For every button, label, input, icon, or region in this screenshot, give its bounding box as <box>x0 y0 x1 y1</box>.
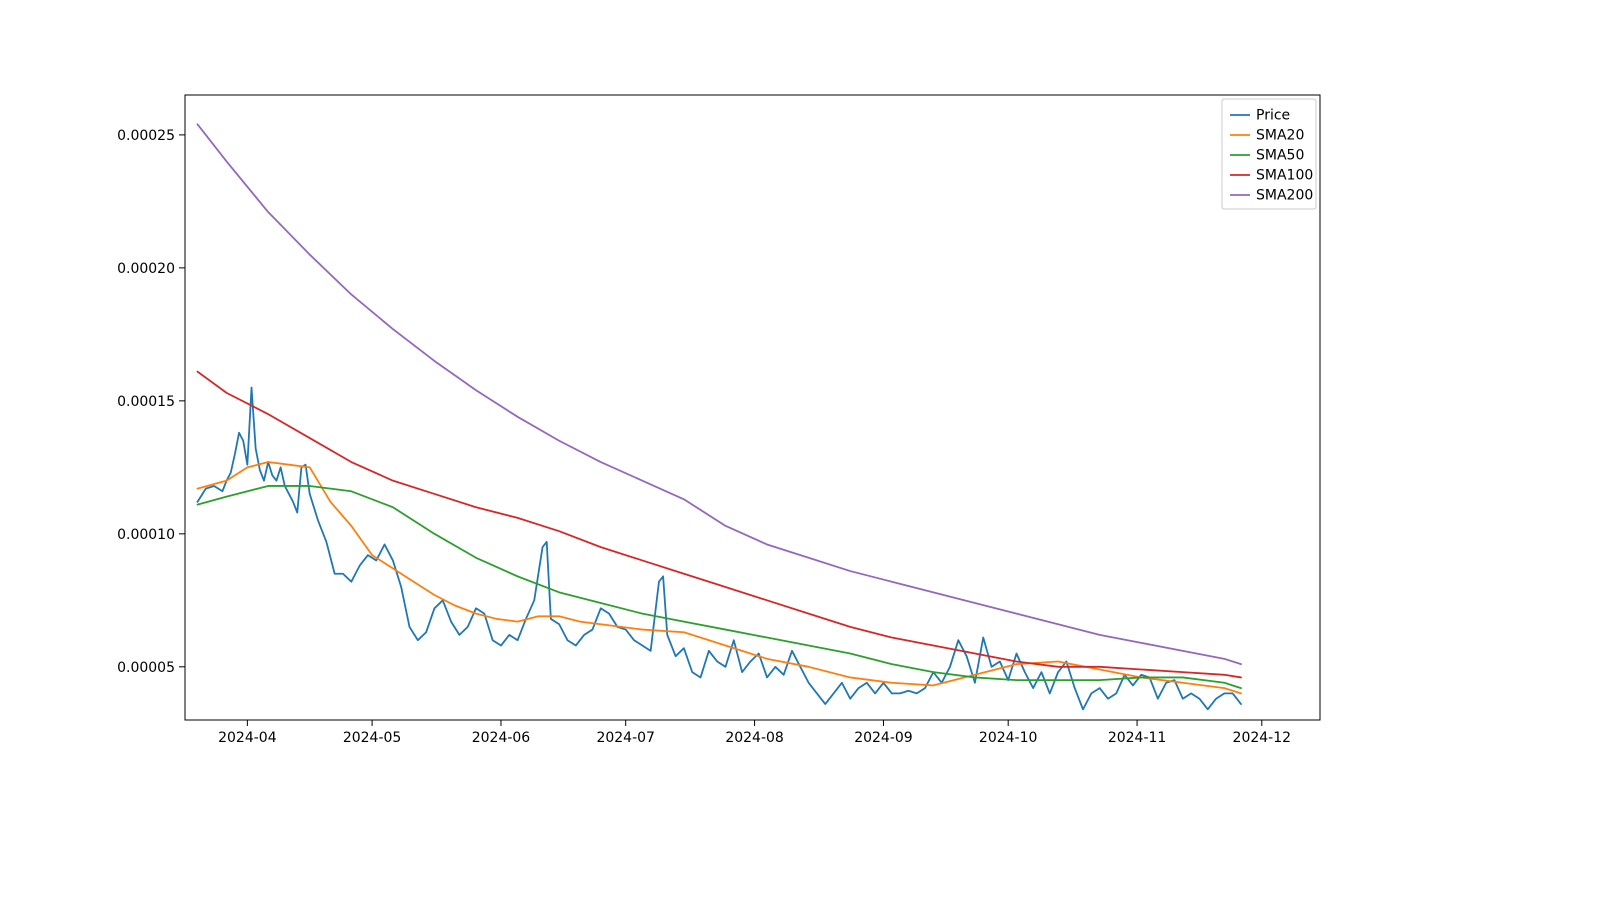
x-tick-label: 2024-04 <box>218 730 277 746</box>
legend-label: SMA200 <box>1256 188 1313 204</box>
x-tick-label: 2024-12 <box>1233 730 1292 746</box>
x-tick-label: 2024-09 <box>854 730 913 746</box>
x-tick-label: 2024-07 <box>596 730 655 746</box>
x-tick-label: 2024-10 <box>979 730 1038 746</box>
y-tick-label: 0.00010 <box>117 527 175 543</box>
legend: Price SMA20 SMA50 SMA100 SMA200 <box>1222 99 1316 209</box>
y-tick-label: 0.00020 <box>117 261 175 277</box>
legend-label: Price <box>1256 108 1290 124</box>
legend-label: SMA20 <box>1256 128 1304 144</box>
line-chart: 0.00005 0.00010 0.00015 0.00020 0.00025 2024-… <box>0 0 1600 900</box>
x-tick-label: 2024-11 <box>1108 730 1167 746</box>
x-tick-label: 2024-05 <box>343 730 402 746</box>
x-tick-label: 2024-06 <box>472 730 531 746</box>
y-tick-label: 0.00025 <box>117 128 175 144</box>
y-tick-label: 0.00005 <box>117 660 175 676</box>
chart-container: 0.00005 0.00010 0.00015 0.00020 0.00025 2024-… <box>0 0 1600 900</box>
legend-label: SMA100 <box>1256 168 1313 184</box>
y-tick-label: 0.00015 <box>117 394 175 410</box>
x-tick-label: 2024-08 <box>725 730 784 746</box>
legend-label: SMA50 <box>1256 148 1304 164</box>
